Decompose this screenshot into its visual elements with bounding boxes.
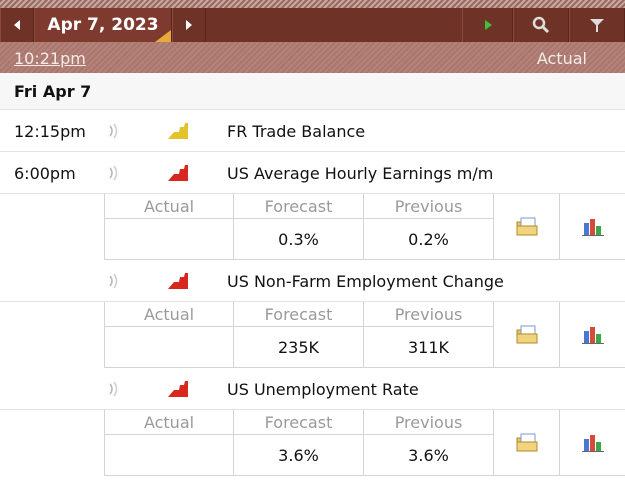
event-title[interactable]: FR Trade Balance xyxy=(227,122,366,141)
event-row xyxy=(0,368,625,410)
day-label: Fri Apr 7 xyxy=(14,81,92,101)
search-button[interactable] xyxy=(513,8,569,42)
chart-button[interactable] xyxy=(560,194,625,260)
impact-icon xyxy=(167,164,189,182)
current-time[interactable]: 10:21pm xyxy=(14,49,86,68)
event-row xyxy=(0,110,625,152)
date-text: Apr 7, 2023 xyxy=(47,15,159,35)
day-header: Fri Apr 7 xyxy=(0,73,625,110)
event-row xyxy=(0,260,625,302)
detail-button[interactable] xyxy=(494,194,560,260)
event-title[interactable]: US Unemployment Rate xyxy=(227,380,419,399)
detail-header: Actual xyxy=(104,194,234,219)
event-time: 6:00pm xyxy=(14,164,76,183)
detail-header: Forecast xyxy=(234,194,364,219)
sound-icon xyxy=(106,165,122,181)
impact-icon xyxy=(167,122,189,140)
impact-icon xyxy=(167,380,189,398)
prev-button[interactable] xyxy=(0,8,34,42)
detail-header: Forecast xyxy=(234,302,364,327)
column-label: Actual xyxy=(536,49,587,68)
chart-button[interactable] xyxy=(560,410,625,476)
filter-button[interactable] xyxy=(569,8,625,42)
date-button[interactable]: Apr 7, 2023 xyxy=(34,8,172,42)
previous-value: 3.6% xyxy=(364,435,494,476)
previous-value: 0.2% xyxy=(364,219,494,260)
next-button[interactable] xyxy=(172,8,206,42)
previous-value: 311K xyxy=(364,327,494,368)
play-button[interactable] xyxy=(462,8,513,42)
sound-icon xyxy=(106,273,122,289)
detail-header: Previous xyxy=(364,194,494,219)
actual-value xyxy=(104,435,234,476)
chart-button[interactable] xyxy=(560,302,625,368)
event-row xyxy=(0,152,625,194)
status-bar: 10:21pm Actual xyxy=(0,42,625,73)
detail-header: Previous xyxy=(364,302,494,327)
detail-button[interactable] xyxy=(494,410,560,476)
impact-icon xyxy=(167,272,189,290)
forecast-value: 3.6% xyxy=(234,435,364,476)
event-title[interactable]: US Average Hourly Earnings m/m xyxy=(227,164,494,183)
actual-value xyxy=(104,327,234,368)
detail-header: Previous xyxy=(364,410,494,435)
detail-button[interactable] xyxy=(494,302,560,368)
sound-icon xyxy=(106,123,122,139)
event-time: 12:15pm xyxy=(14,122,86,141)
sound-icon xyxy=(106,381,122,397)
toolbar-stripe xyxy=(0,0,625,8)
detail-header: Forecast xyxy=(234,410,364,435)
actual-value xyxy=(104,219,234,260)
forecast-value: 235K xyxy=(234,327,364,368)
event-title[interactable]: US Non-Farm Employment Change xyxy=(227,272,504,291)
forecast-value: 0.3% xyxy=(234,219,364,260)
detail-header: Actual xyxy=(104,410,234,435)
detail-header: Actual xyxy=(104,302,234,327)
